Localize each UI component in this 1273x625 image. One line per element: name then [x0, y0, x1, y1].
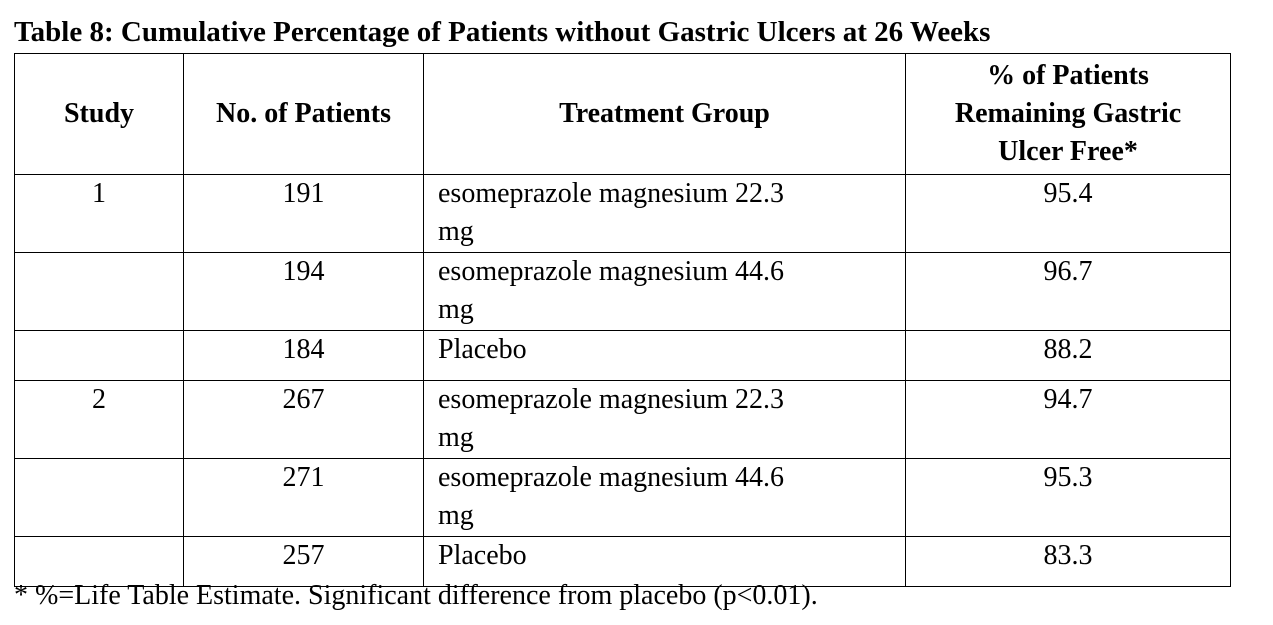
table-cell — [14, 252, 184, 331]
cell-text: 271 — [282, 462, 325, 493]
table-cell: 2 — [14, 380, 184, 459]
cell-text: Placebo — [438, 334, 527, 365]
footnote: * %=Life Table Estimate. Significant dif… — [14, 580, 818, 611]
cell-text: 2 — [92, 384, 106, 415]
table-cell: 95.3 — [905, 458, 1231, 537]
table-cell: 1 — [14, 174, 184, 253]
table-cell: 194 — [183, 252, 424, 331]
table-title: Table 8: Cumulative Percentage of Patien… — [14, 16, 991, 48]
table-row: 257 Placebo 83.3 — [14, 536, 1231, 587]
table-cell: 94.7 — [905, 380, 1231, 459]
data-table: Study No. of Patients Treatment Group % of … — [14, 53, 1231, 587]
header-cell: Treatment Group — [423, 53, 906, 175]
cell-text: 257 — [282, 540, 325, 571]
cell-text: 191 — [282, 178, 325, 209]
cell-text: 96.7 — [1043, 256, 1093, 287]
cell-text: 194 — [282, 256, 325, 287]
table-cell: Placebo — [423, 330, 906, 381]
table-cell: 267 — [183, 380, 424, 459]
table-row: 1 191 esomeprazole magnesium 22.3 mg 95.4 — [14, 174, 1231, 253]
table-cell — [14, 330, 184, 381]
header-text: No. of Patients — [216, 98, 391, 129]
cell-text: esomeprazole magnesium 22.3 mg — [438, 178, 785, 247]
table-cell: Placebo — [423, 536, 906, 587]
table-cell: 191 — [183, 174, 424, 253]
header-cell: No. of Patients — [183, 53, 424, 175]
table-cell: esomeprazole magnesium 44.6 mg — [423, 252, 906, 331]
cell-text: 1 — [92, 178, 106, 209]
table-cell: 184 — [183, 330, 424, 381]
header-text: % of Patients Remaining Gastric Ulcer Fr… — [954, 60, 1182, 167]
table-cell: 257 — [183, 536, 424, 587]
cell-text: esomeprazole magnesium 44.6 mg — [438, 462, 785, 531]
cell-text: esomeprazole magnesium 22.3 mg — [438, 384, 785, 453]
table-cell: 83.3 — [905, 536, 1231, 587]
header-cell: Study — [14, 53, 184, 175]
table-cell — [14, 536, 184, 587]
cell-text: 95.4 — [1043, 178, 1093, 209]
header-text: Treatment Group — [559, 98, 770, 129]
table-cell: esomeprazole magnesium 22.3 mg — [423, 174, 906, 253]
cell-text: 94.7 — [1043, 384, 1093, 415]
table-cell: 271 — [183, 458, 424, 537]
cell-text: esomeprazole magnesium 44.6 mg — [438, 256, 785, 325]
table-cell: esomeprazole magnesium 44.6 mg — [423, 458, 906, 537]
table-row: 194 esomeprazole magnesium 44.6 mg 96.7 — [14, 252, 1231, 331]
table-cell: esomeprazole magnesium 22.3 mg — [423, 380, 906, 459]
table-cell: 96.7 — [905, 252, 1231, 331]
header-text: Study — [63, 98, 135, 129]
cell-text: 83.3 — [1043, 540, 1093, 571]
table-row: 271 esomeprazole magnesium 44.6 mg 95.3 — [14, 458, 1231, 537]
cell-text: Placebo — [438, 540, 527, 571]
header-row: Study No. of Patients Treatment Group % of … — [14, 53, 1231, 175]
cell-text: 88.2 — [1043, 334, 1093, 365]
header-cell: % of Patients Remaining Gastric Ulcer Fr… — [905, 53, 1231, 175]
cell-text: 184 — [282, 334, 325, 365]
table-cell: 88.2 — [905, 330, 1231, 381]
cell-text: 95.3 — [1043, 462, 1093, 493]
cell-text: 267 — [282, 384, 325, 415]
table-row: 2 267 esomeprazole magnesium 22.3 mg 94.7 — [14, 380, 1231, 459]
table-cell: 95.4 — [905, 174, 1231, 253]
table-row: 184 Placebo 88.2 — [14, 330, 1231, 381]
table-cell — [14, 458, 184, 537]
table-body: 1 191 esomeprazole magnesium 22.3 mg 95.4 19… — [14, 174, 1231, 587]
